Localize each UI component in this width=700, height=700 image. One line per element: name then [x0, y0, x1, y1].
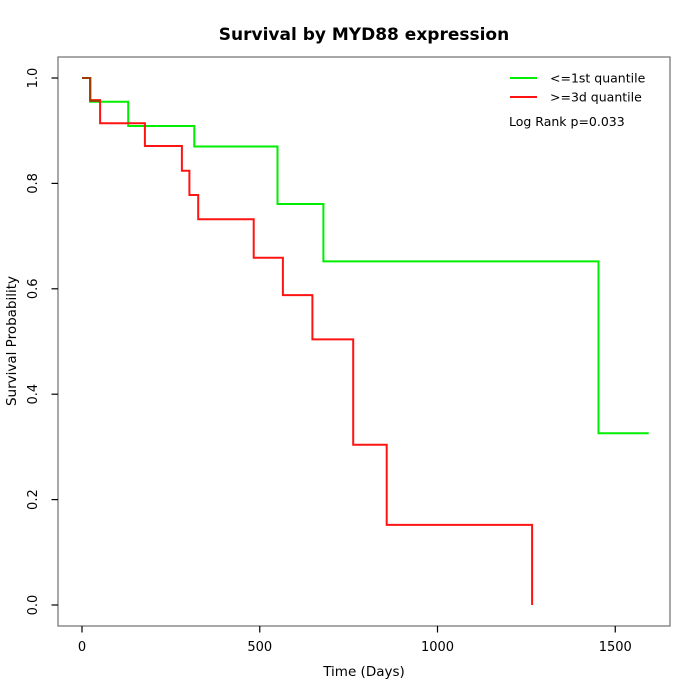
axes: 0 500 1000 1500 0.0 0.2 0.4 0.6 0.8 1.0 — [26, 56, 671, 655]
y-tick-label: 0.6 — [26, 278, 41, 299]
survival-curve-1st-quantile — [82, 77, 649, 435]
y-tick-label: 0.0 — [26, 595, 41, 616]
y-tick-label: 0.2 — [26, 489, 41, 510]
x-tick-label: 1500 — [599, 640, 632, 655]
y-tick-label: 0.8 — [26, 173, 41, 194]
survival-curves — [82, 77, 649, 605]
logrank-annotation: Log Rank p=0.033 — [509, 114, 625, 129]
x-tick-label: 0 — [78, 640, 86, 655]
x-tick-label: 500 — [247, 640, 272, 655]
y-axis-label: Survival Probability — [4, 276, 20, 406]
curves-overlap-segment — [82, 77, 101, 102]
y-tick-label: 0.4 — [26, 384, 41, 405]
plot-title: Survival by MYD88 expression — [219, 25, 509, 45]
survival-curve-3d-quantile — [82, 77, 534, 605]
plot-box — [57, 56, 671, 627]
x-tick-label: 1000 — [421, 640, 454, 655]
legend: <=1st quantile >=3d quantile Log Rank p=… — [509, 71, 646, 130]
y-tick-label: 1.0 — [26, 68, 41, 89]
legend-label-first-quantile: <=1st quantile — [550, 71, 646, 86]
x-axis-label: Time (Days) — [322, 664, 405, 680]
legend-label-third-quantile: >=3d quantile — [550, 90, 642, 105]
